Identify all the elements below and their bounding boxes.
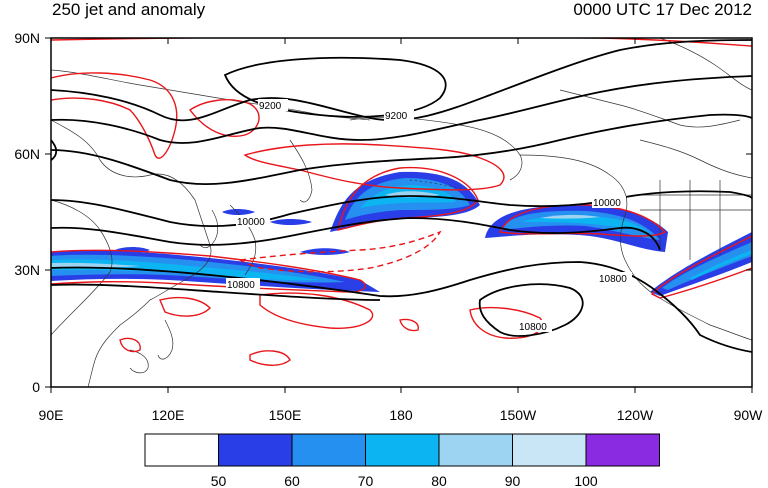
height-contour-3: [51, 113, 752, 185]
jet-patch-2: [222, 209, 255, 215]
anomaly-contour-north-pacific-1: [188, 99, 260, 137]
jet-inner-west-pacific: [51, 259, 320, 281]
valid-time: 0000 UTC 17 Dec 2012: [573, 0, 752, 19]
x-tick-150W: 150W: [500, 407, 537, 423]
anomaly-contour-south-6: [399, 318, 419, 332]
x-tick-labels: 90E 120E 150E 180 150W 120W 90W: [39, 407, 764, 423]
height-contour-9200: [51, 39, 752, 122]
anomaly-contour-siberia: [51, 72, 178, 159]
colorbar-label-100: 100: [574, 473, 598, 488]
colorbar-box-2: [291, 433, 366, 467]
contour-label-10800-a: 10800: [227, 280, 255, 291]
contour-label-9200-a: 9200: [259, 101, 282, 112]
anomaly-contour-south-5: [119, 337, 141, 353]
contour-label-10800-b: 10800: [599, 274, 627, 285]
height-contour-10800: [51, 261, 752, 353]
colorbar-label-90: 90: [505, 473, 521, 488]
y-tick-30N: 30N: [14, 262, 40, 278]
colorbar-box-5: [512, 433, 587, 467]
height-contour-10000: [51, 190, 752, 228]
colorbar-label-80: 80: [431, 473, 447, 488]
anomaly-contour-north-pacific-2: [243, 143, 505, 191]
anomaly-contour-americas: [650, 235, 752, 299]
colorbar-box-1: [218, 433, 293, 467]
colorbar-box-3: [365, 433, 440, 467]
axis-ticks: [45, 37, 753, 393]
height-contours: [51, 39, 752, 353]
x-tick-90E: 90E: [39, 407, 64, 423]
jet-inner-east-pacific: [520, 216, 648, 232]
contour-label-group: 9200 9200 10000 10000 10800 10800 10800: [226, 99, 632, 333]
colorbar: 50 60 70 80 90 100: [144, 433, 660, 488]
contour-label-10000-b: 10000: [593, 198, 621, 209]
map-content: 9200 9200 10000 10000 10800 10800 10800: [51, 38, 752, 387]
colorbar-box-4: [438, 433, 513, 467]
colorbar-label-50: 50: [211, 473, 227, 488]
anomaly-contour-south-4: [249, 350, 291, 366]
x-tick-90W: 90W: [734, 407, 764, 423]
x-tick-150E: 150E: [269, 407, 302, 423]
colorbar-box-6: [585, 433, 660, 467]
jet-core-subtropical-americas: [662, 242, 752, 290]
height-contour-5: [51, 217, 661, 251]
anomaly-contour-south-1: [159, 296, 211, 317]
y-tick-0: 0: [32, 379, 40, 395]
height-contour-high: [478, 283, 584, 337]
height-contour-2: [51, 75, 752, 144]
y-tick-labels: 90N 60N 30N 0: [14, 30, 40, 395]
colorbar-label-70: 70: [358, 473, 374, 488]
contour-label-10000-a: 10000: [237, 217, 265, 228]
colorbar-box-0: [144, 433, 219, 467]
colorbar-label-60: 60: [284, 473, 300, 488]
contour-label-10800-c: 10800: [519, 322, 547, 333]
figure-title: 250 jet and anomaly: [52, 0, 206, 19]
x-tick-120W: 120W: [617, 407, 654, 423]
jet-max-east-pacific: [540, 214, 600, 219]
height-contour-subtropical: [51, 283, 381, 301]
anomaly-contour-west-pacific: [51, 249, 366, 293]
anomaly-contour-neg-dashed: [237, 230, 442, 273]
contour-label-9200-b: 9200: [385, 111, 408, 122]
jet-max-west-pacific: [51, 262, 140, 268]
jet-patch-1: [270, 219, 312, 225]
x-tick-120E: 120E: [152, 407, 185, 423]
y-tick-60N: 60N: [14, 146, 40, 162]
anomaly-contour-south-2: [259, 292, 374, 329]
x-tick-180: 180: [389, 407, 413, 423]
jet-inner-subtropical-americas: [690, 250, 752, 280]
coastlines: [51, 38, 752, 387]
jet-shading: [51, 171, 752, 296]
y-tick-90N: 90N: [14, 30, 40, 46]
